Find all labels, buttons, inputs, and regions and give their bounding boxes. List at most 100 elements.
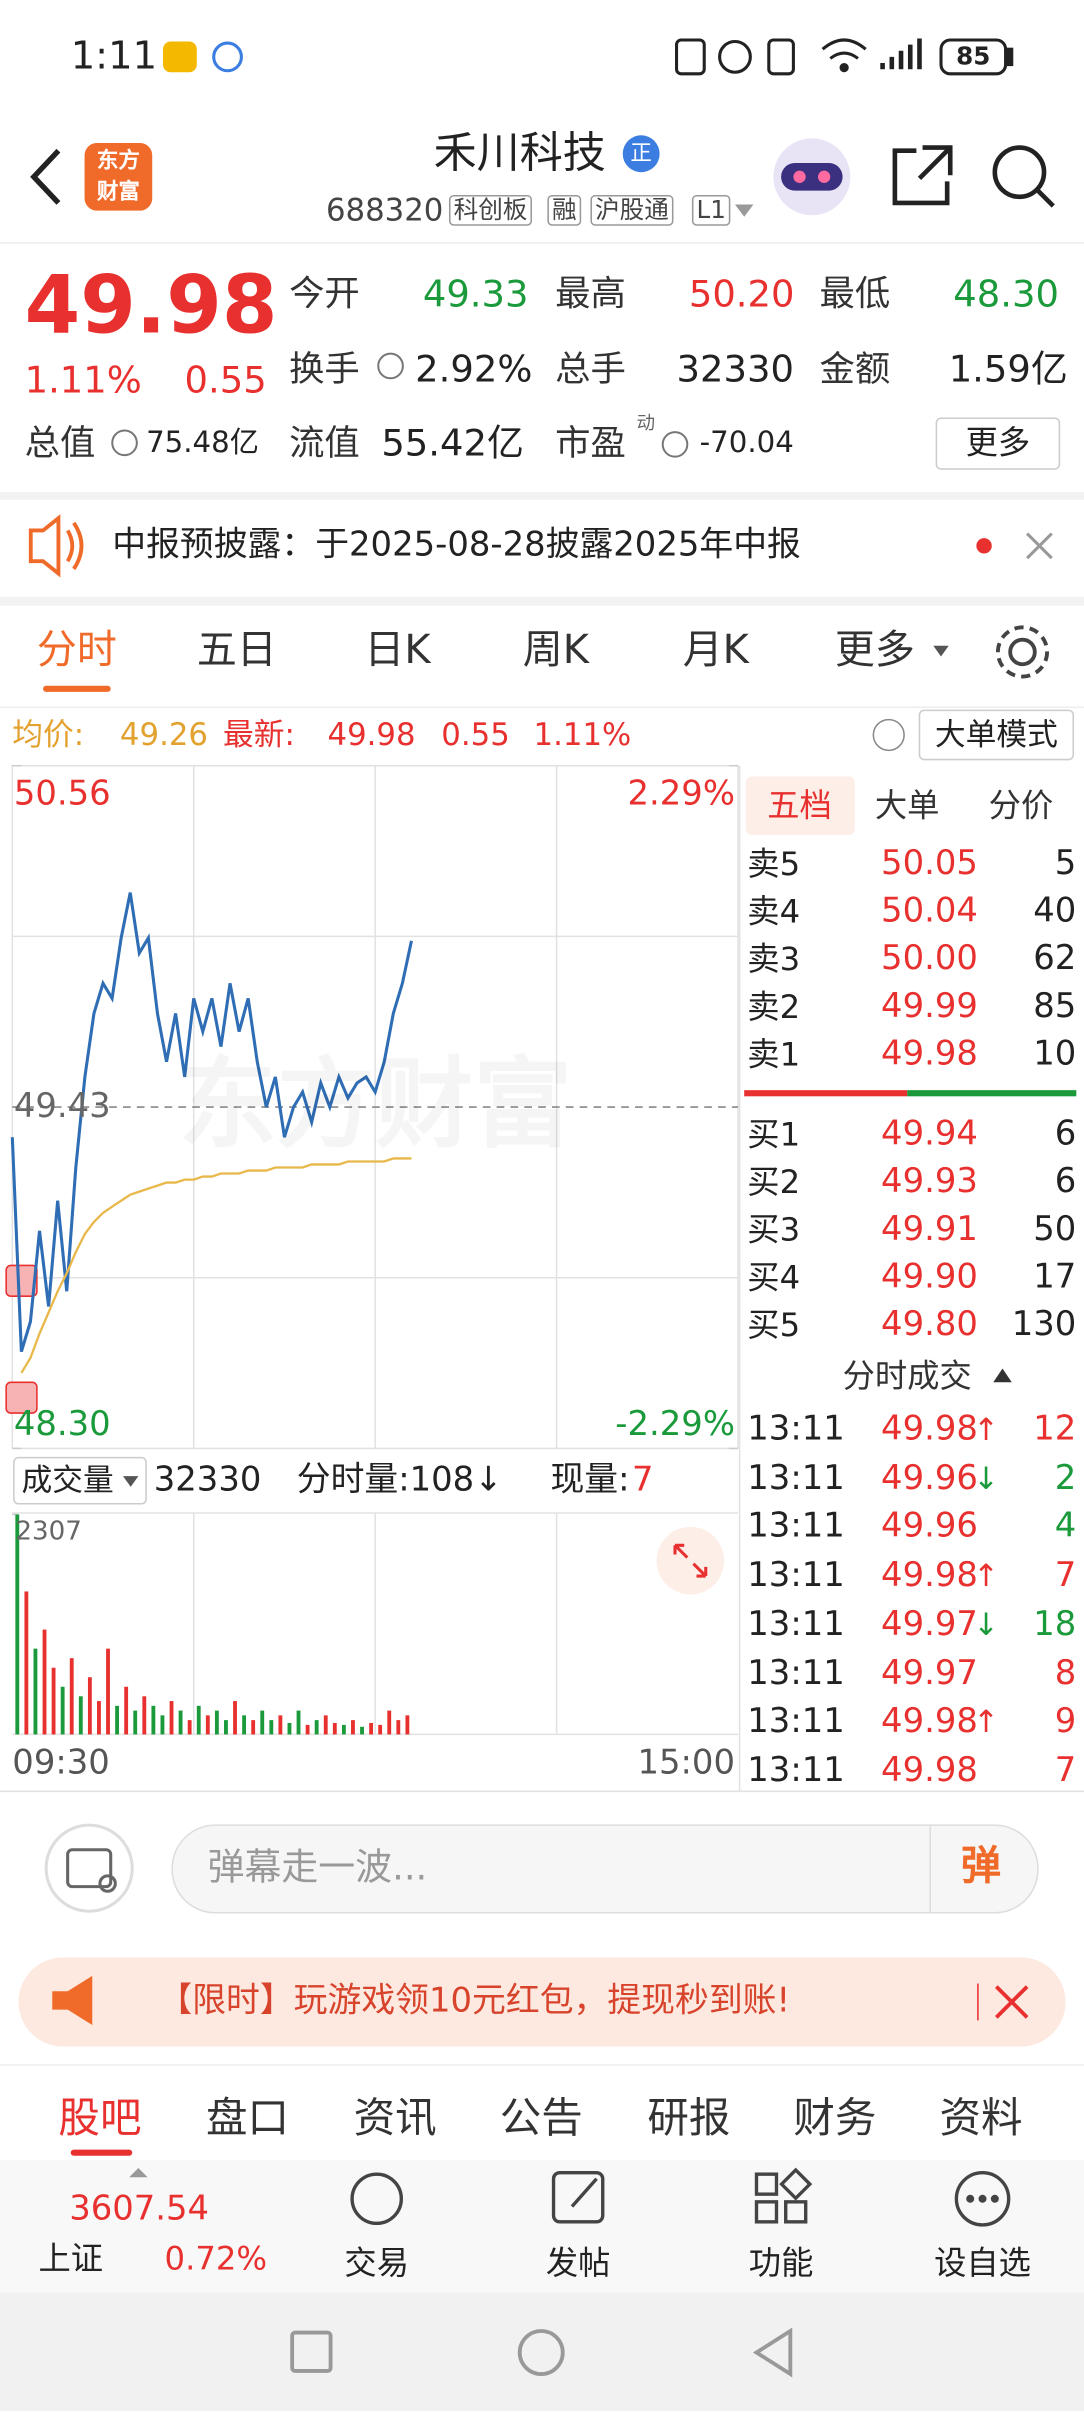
tab[interactable]: 五日	[196, 627, 277, 674]
trade-price: 49.98	[881, 1410, 978, 1449]
settings-icon[interactable]	[995, 625, 1050, 679]
comment-input[interactable]: 弹幕走一波...	[207, 1845, 428, 1889]
orderbook-tab[interactable]: 分价	[988, 787, 1054, 825]
volume-bar	[269, 1720, 274, 1735]
bottom-tab[interactable]: 资料	[939, 2094, 1023, 2143]
level: 卖4	[747, 893, 801, 931]
current-label: 现量:	[550, 1461, 630, 1500]
help-icon[interactable]	[872, 718, 905, 752]
tab[interactable]: 日K	[364, 627, 431, 674]
level-price: 50.04	[881, 892, 978, 931]
nav-icons[interactable]	[350, 2167, 1011, 2227]
bottom-tab[interactable]: 盘口	[206, 2094, 290, 2143]
search-icon[interactable]	[992, 145, 1055, 208]
field-value: 2.92%	[415, 347, 533, 391]
trade-price: 49.98	[881, 1751, 978, 1791]
volume-bar	[323, 1715, 328, 1735]
field-value: 48.30	[953, 272, 1059, 316]
level-volume: 10	[1033, 1035, 1077, 1074]
comment-icon[interactable]	[44, 1823, 134, 1913]
y2-tick-label: 2.29%	[627, 775, 735, 814]
level: 买3	[747, 1211, 801, 1249]
average-line	[20, 1157, 412, 1374]
bottom-tab[interactable]: 资讯	[353, 2094, 437, 2143]
nav-item[interactable]: 设自选	[934, 2244, 1031, 2282]
trades-title: 分时成交	[842, 1357, 972, 1395]
expand-button[interactable]	[656, 1526, 725, 1595]
battery: 85	[956, 41, 991, 71]
level-price: 49.91	[881, 1210, 978, 1250]
more-button[interactable]: 更多	[965, 424, 1031, 462]
volume-bar	[42, 1629, 47, 1735]
volume-bar	[351, 1720, 355, 1735]
trade-price: 49.96	[881, 1459, 978, 1498]
assistant-icon[interactable]	[773, 138, 851, 216]
tab[interactable]: 周K	[522, 627, 589, 674]
level-volume: 85	[1033, 987, 1077, 1027]
mode-button[interactable]: 大单模式	[934, 715, 1058, 753]
orderbook-tab[interactable]: 五档	[767, 787, 832, 825]
danmaku-button[interactable]: 弹	[960, 1843, 1001, 1890]
bottom-tab[interactable]: 公告	[499, 2094, 583, 2143]
volume-bar	[97, 1701, 101, 1735]
bottom-tab[interactable]: 财务	[793, 2094, 877, 2143]
clock: 1:11	[70, 33, 158, 78]
nav-item[interactable]: 功能	[748, 2244, 814, 2282]
trade-time: 13:11	[747, 1605, 845, 1644]
volume-bar	[296, 1710, 301, 1735]
tab[interactable]: 分时	[36, 627, 117, 674]
y-tick-label: 49.43	[13, 1087, 111, 1127]
close-notice[interactable]	[1026, 532, 1053, 560]
tag: L1	[691, 194, 731, 227]
tab-underline	[70, 2149, 133, 2156]
dropdown	[734, 204, 754, 217]
field-value: 75.48亿	[146, 426, 259, 460]
comment-input[interactable]	[171, 1824, 1039, 1914]
volume-bar	[205, 1715, 210, 1735]
level-volume: 17	[1033, 1258, 1077, 1297]
volume-bar	[60, 1686, 65, 1735]
volume-bar	[214, 1710, 219, 1735]
logo	[84, 142, 153, 211]
orderbook-tab[interactable]: 大单	[874, 787, 940, 825]
field-value: 49.33	[422, 272, 529, 316]
buy-markers	[5, 1264, 38, 1414]
stock-code: 688320	[325, 191, 444, 229]
volume-bar	[106, 1648, 110, 1735]
close-banner[interactable]	[995, 1985, 1029, 2019]
volume-selector[interactable]: 成交量	[21, 1461, 114, 1499]
field-value: 55.42亿	[381, 421, 524, 465]
nav-item[interactable]: 交易	[344, 2244, 410, 2282]
tag: 融	[547, 194, 582, 227]
mode-button[interactable]	[918, 709, 1075, 761]
volume-selector[interactable]	[13, 1456, 147, 1505]
tab[interactable]: 更多	[834, 627, 915, 674]
system-buttons[interactable]	[290, 2327, 793, 2378]
more-button[interactable]	[935, 417, 1061, 470]
share-icon[interactable]	[892, 145, 953, 206]
volume-bar	[251, 1720, 256, 1735]
trade-arrow: ↑	[973, 1556, 1000, 1594]
level: 卖5	[747, 845, 801, 883]
nav-item[interactable]: 发帖	[545, 2244, 611, 2282]
field-label: 总值	[24, 424, 96, 465]
change: 0.55	[441, 715, 510, 753]
separator	[0, 596, 1084, 606]
trade-time: 13:11	[747, 1654, 845, 1693]
tab[interactable]: 月K	[682, 627, 749, 674]
volume-bar	[332, 1722, 337, 1735]
level-price: 49.99	[881, 987, 978, 1027]
trade-volume: 7	[1054, 1751, 1077, 1791]
bottom-tab[interactable]: 研报	[647, 2094, 731, 2143]
volume-bar	[115, 1705, 120, 1735]
volume-bar	[378, 1724, 383, 1735]
field-value: 50.20	[688, 272, 795, 316]
bottom-tab[interactable]: 股吧	[58, 2094, 142, 2143]
banner[interactable]: 【限时】玩游戏领10元红包，提现秒到账!	[158, 1982, 791, 2021]
back-button[interactable]	[30, 148, 61, 205]
y-tick-label: 2307	[15, 1516, 82, 1548]
level-volume: 40	[1033, 892, 1077, 931]
banner-bg	[18, 1957, 1066, 2047]
change-pct: 1.11%	[533, 715, 632, 753]
